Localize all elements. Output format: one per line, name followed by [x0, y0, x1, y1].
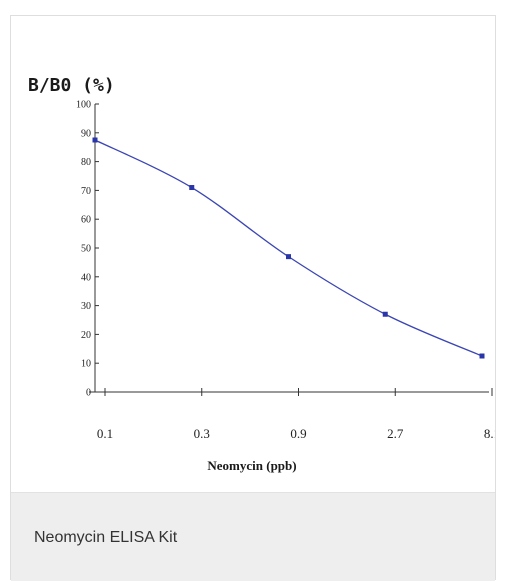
y-tick-label: 70: [81, 186, 91, 197]
product-card: B/B0 (%) Neomycin (ppb) 0 10 20 30 40 50 60 70 8…: [10, 15, 496, 581]
y-tick-label: 90: [81, 128, 91, 139]
chart-image: B/B0 (%) Neomycin (ppb) 0 10 20 30 40 50 60 70 8…: [11, 16, 495, 492]
y-tick-label: 40: [81, 272, 91, 283]
x-tick-label: 2.7: [387, 426, 404, 441]
data-point-marker: [92, 137, 98, 143]
x-tick-label: 0.3: [194, 426, 210, 441]
standard-curve-line: [94, 139, 483, 357]
x-tick-label: 8.1: [484, 426, 495, 441]
y-tick-label: 0: [86, 388, 91, 399]
x-tick-label: 0.1: [97, 426, 113, 441]
caption-bar: Neomycin ELISA Kit: [11, 492, 495, 581]
y-tick-label: 80: [81, 157, 91, 168]
x-axis-label: Neomycin (ppb): [207, 458, 296, 473]
data-point-marker: [286, 254, 291, 260]
y-tick-label: 60: [81, 215, 91, 226]
x-ticks: 0.1 0.3 0.9 2.7 8.1: [97, 388, 495, 441]
product-caption: Neomycin ELISA Kit: [34, 529, 178, 546]
data-point-marker: [479, 353, 485, 359]
y-tick-label: 10: [81, 359, 91, 370]
y-tick-label: 20: [81, 330, 91, 341]
y-tick-label: 50: [81, 244, 91, 255]
y-ticks: 0 10 20 30 40 50 60 70 80 90 100: [76, 100, 99, 399]
y-tick-label: 100: [76, 100, 91, 111]
y-tick-label: 30: [81, 301, 91, 312]
data-markers: [92, 137, 485, 359]
standard-curve-chart: B/B0 (%) Neomycin (ppb) 0 10 20 30 40 50 60 70 8…: [28, 75, 495, 473]
data-point-marker: [189, 185, 195, 191]
x-tick-label: 0.9: [290, 426, 306, 441]
y-axis-label: B/B0 (%): [28, 75, 115, 96]
data-point-marker: [382, 311, 388, 317]
